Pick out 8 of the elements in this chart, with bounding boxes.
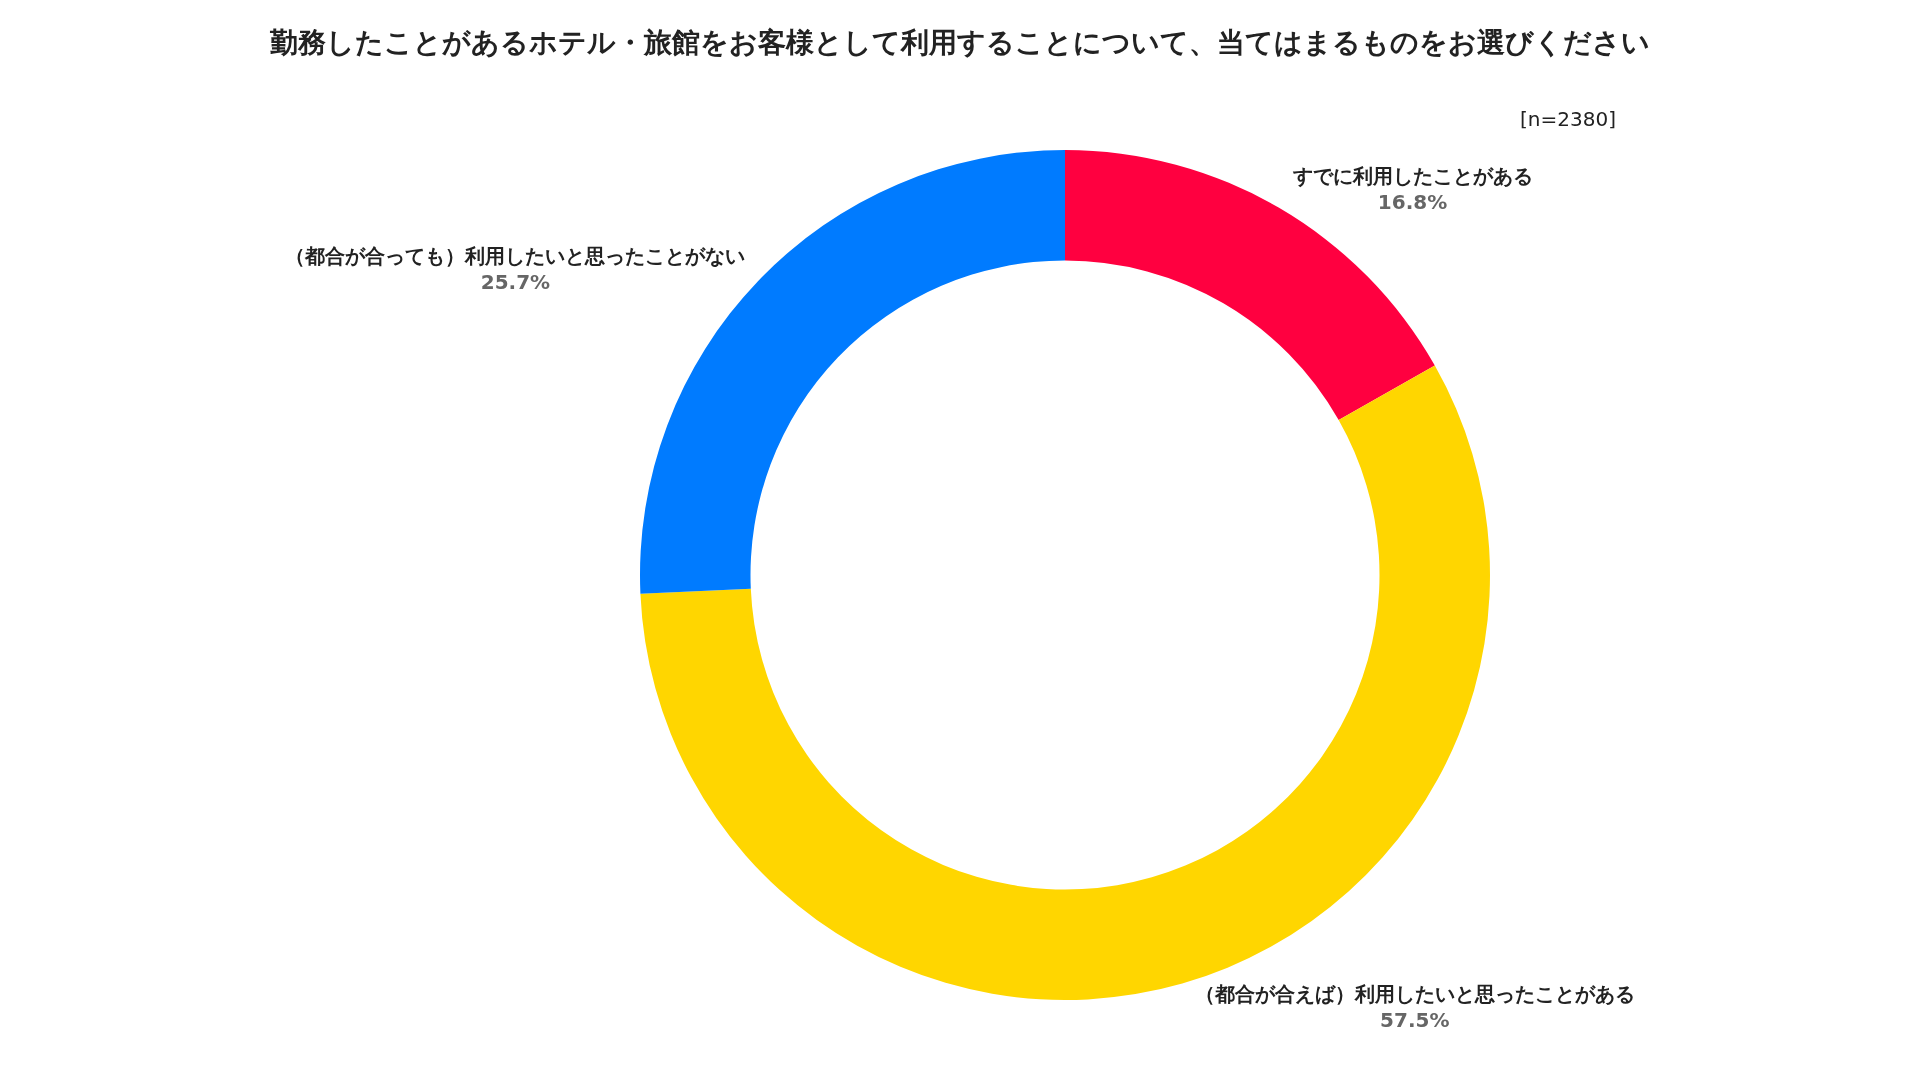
data-label: 16.8% bbox=[1377, 190, 1448, 215]
text: [n=2380] bbox=[1520, 107, 1616, 131]
slice-label: （都合が合っても）利用したいと思ったことがない bbox=[285, 244, 746, 269]
data-label: 57.5% bbox=[1380, 1007, 1450, 1032]
slice-label: すでに利用したことがある bbox=[1291, 164, 1533, 189]
data-label: 25.7% bbox=[480, 270, 551, 295]
slice-label: （都合が合えば）利用したいと思ったことがある bbox=[1194, 981, 1635, 1006]
chart-title: 勤務したことがあるホテル・旅館をお客様として利用することについて、当てはまるものをお選びください bbox=[269, 26, 1650, 59]
